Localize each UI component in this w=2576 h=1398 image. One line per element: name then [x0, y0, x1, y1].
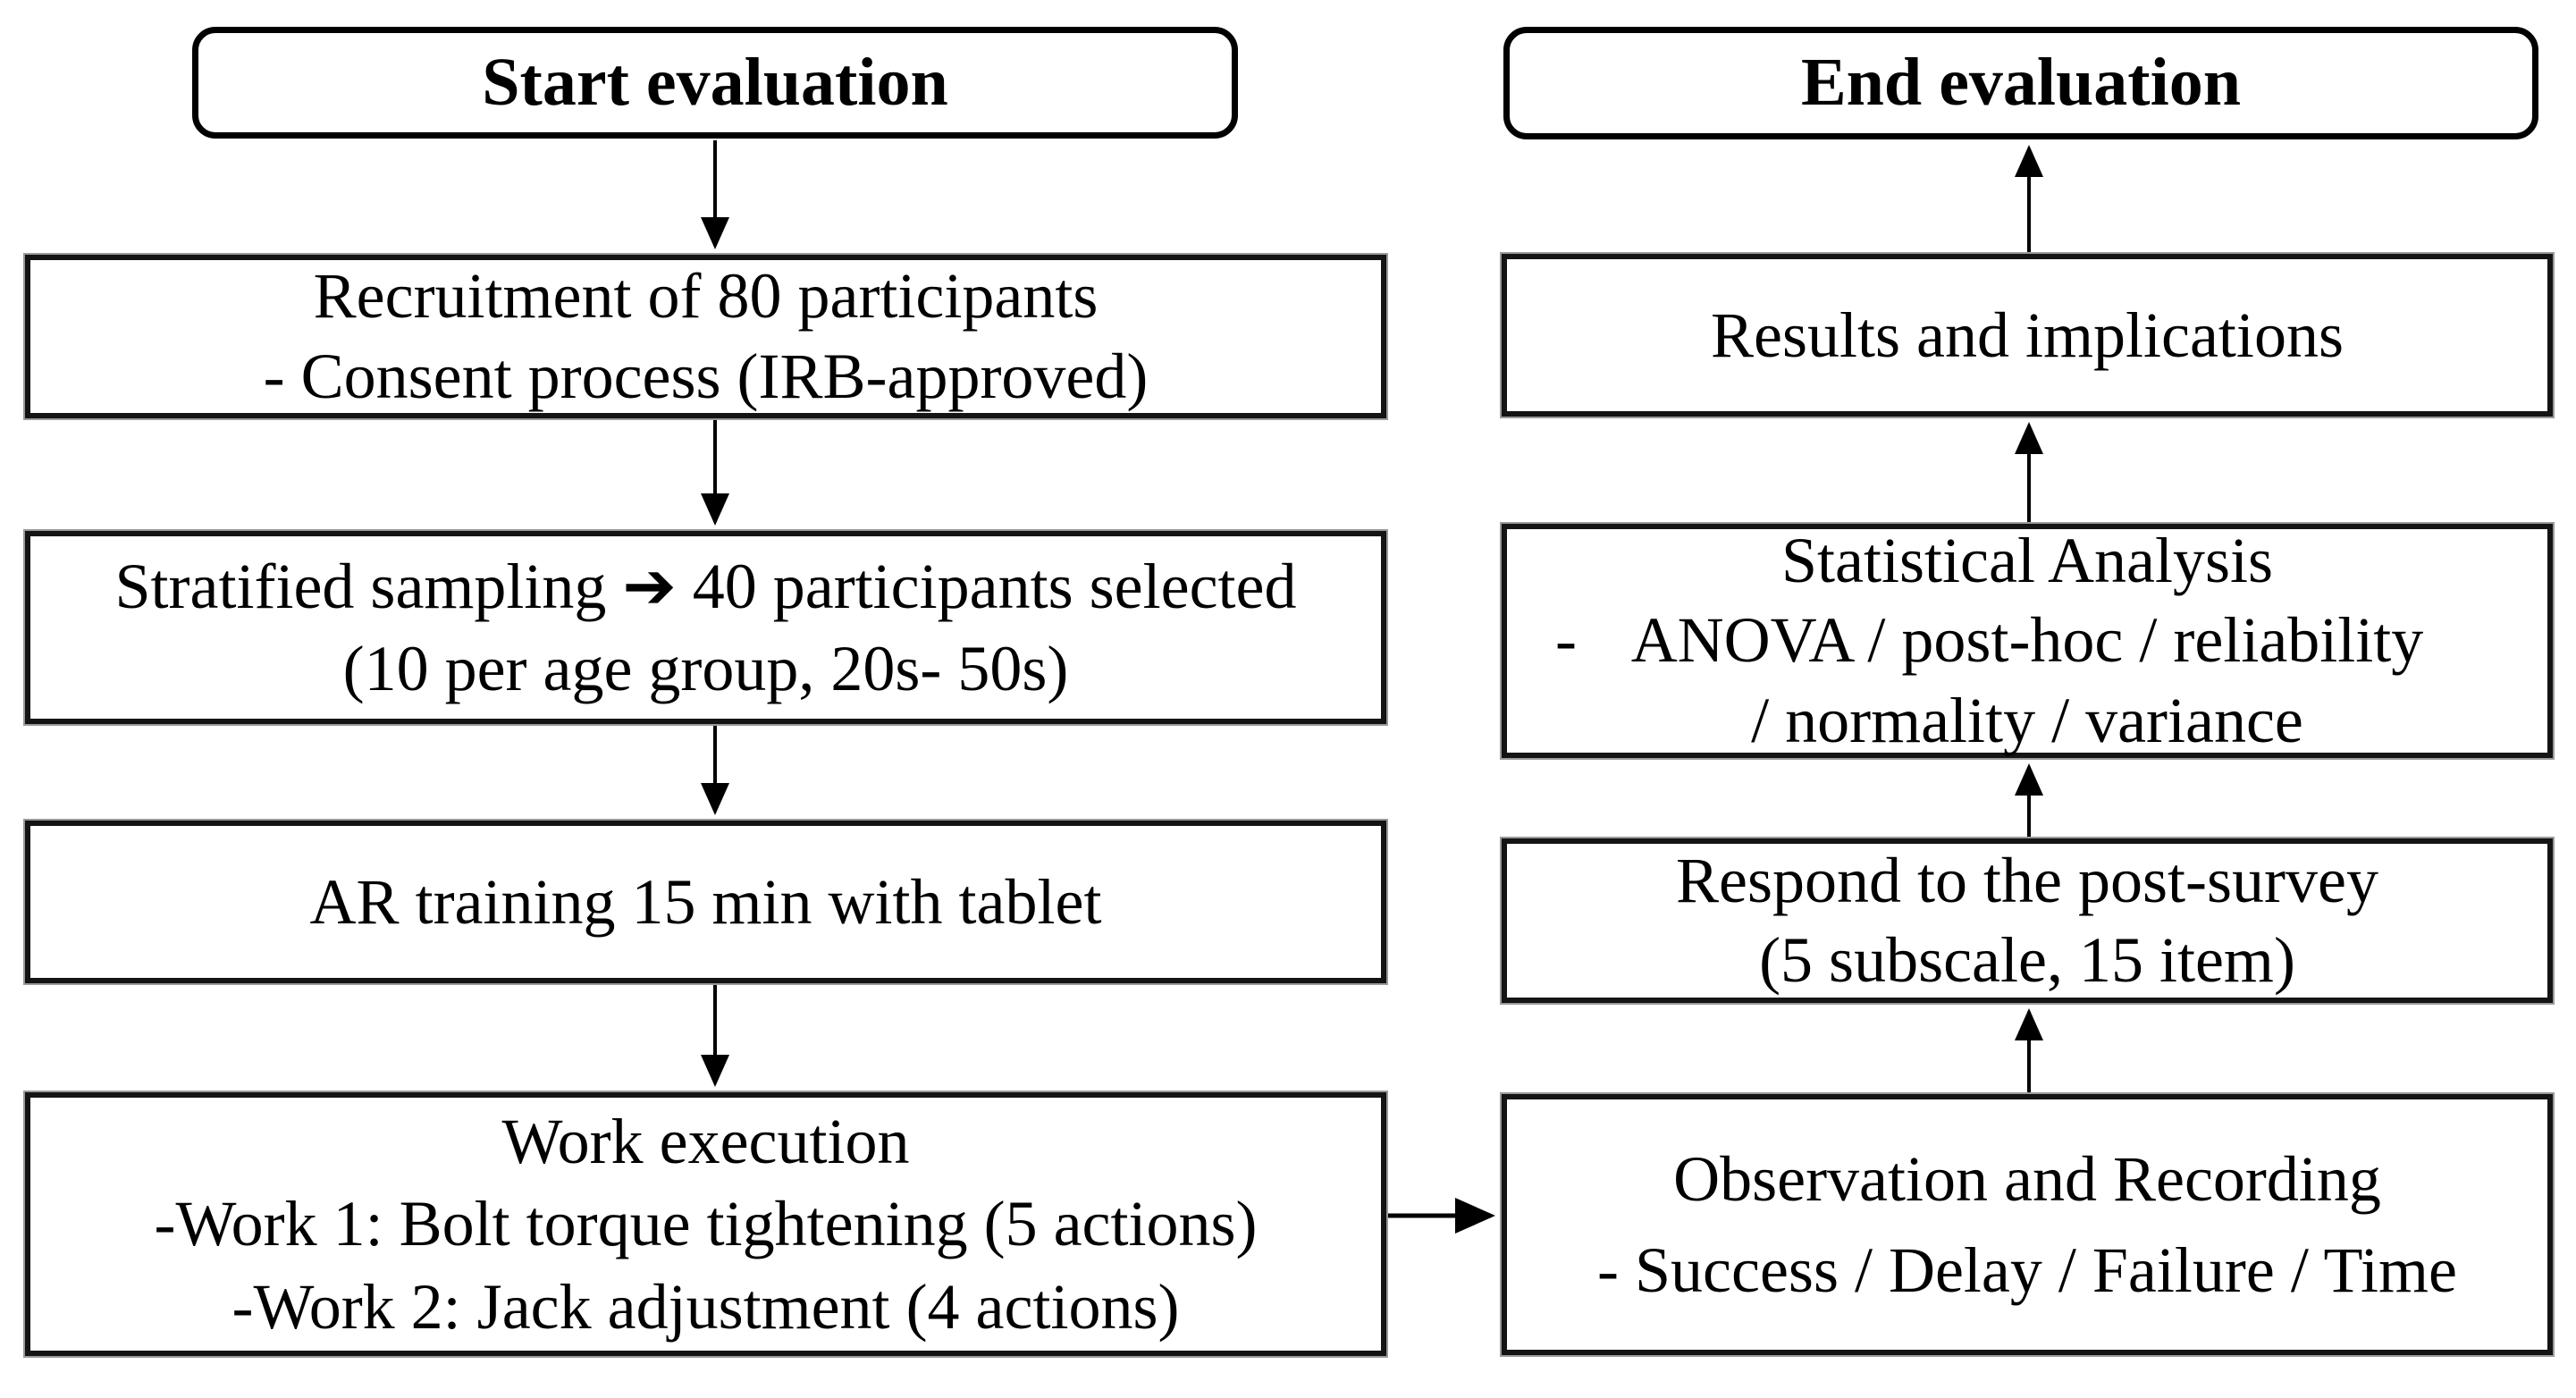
- node-recruitment: Recruitment of 80 participants - Consent…: [25, 255, 1386, 418]
- node-text-line: (5 subscale, 15 item): [1759, 924, 2295, 996]
- node-text-span: ANOVA / post-hoc / reliability: [1630, 604, 2424, 677]
- node-label: End evaluation: [1800, 45, 2242, 121]
- node-text-line: Respond to the post-survey: [1676, 844, 2378, 916]
- node-text-line: (10 per age group, 20s- 50s): [342, 633, 1069, 704]
- node-observation-recording: Observation and Recording - Success / De…: [1502, 1094, 2553, 1355]
- node-end-evaluation: End evaluation: [1503, 27, 2538, 139]
- node-stratified-sampling: Stratified sampling ➔ 40 participants se…: [25, 531, 1386, 724]
- node-text-line: Observation and Recording: [1673, 1142, 2381, 1215]
- node-text-line: Work execution: [501, 1106, 910, 1178]
- node-ar-training: AR training 15 min with tablet: [25, 821, 1386, 983]
- node-text-line: -Work 2: Jack adjustment (4 actions): [232, 1270, 1180, 1343]
- node-post-survey: Respond to the post-survey (5 subscale, …: [1502, 838, 2553, 1003]
- node-label: Start evaluation: [482, 44, 948, 120]
- node-text-line: AR training 15 min with tablet: [309, 865, 1102, 938]
- node-results-implications: Results and implications: [1502, 254, 2553, 417]
- node-text-line: / normality / variance: [1751, 684, 2303, 756]
- node-text-line: Stratified sampling ➔ 40 participants se…: [114, 550, 1297, 622]
- node-text-line: Results and implications: [1711, 299, 2344, 371]
- node-start-evaluation: Start evaluation: [192, 27, 1238, 139]
- node-text-line: -Work 1: Bolt torque tightening (5 actio…: [154, 1188, 1258, 1260]
- node-text-line: - Success / Delay / Failure / Time: [1597, 1234, 2457, 1306]
- node-text-line: - Consent process (IRB-approved): [263, 340, 1149, 412]
- node-text-line: Statistical Analysis: [1781, 525, 2273, 597]
- node-text-line: - ANOVA / post-hoc / reliability: [1507, 601, 2547, 680]
- node-work-execution: Work execution -Work 1: Bolt torque tigh…: [25, 1092, 1386, 1356]
- node-text-line: Recruitment of 80 participants: [313, 260, 1099, 333]
- node-statistical-analysis: Statistical Analysis - ANOVA / post-hoc …: [1502, 524, 2553, 758]
- list-dash: -: [1555, 604, 1577, 677]
